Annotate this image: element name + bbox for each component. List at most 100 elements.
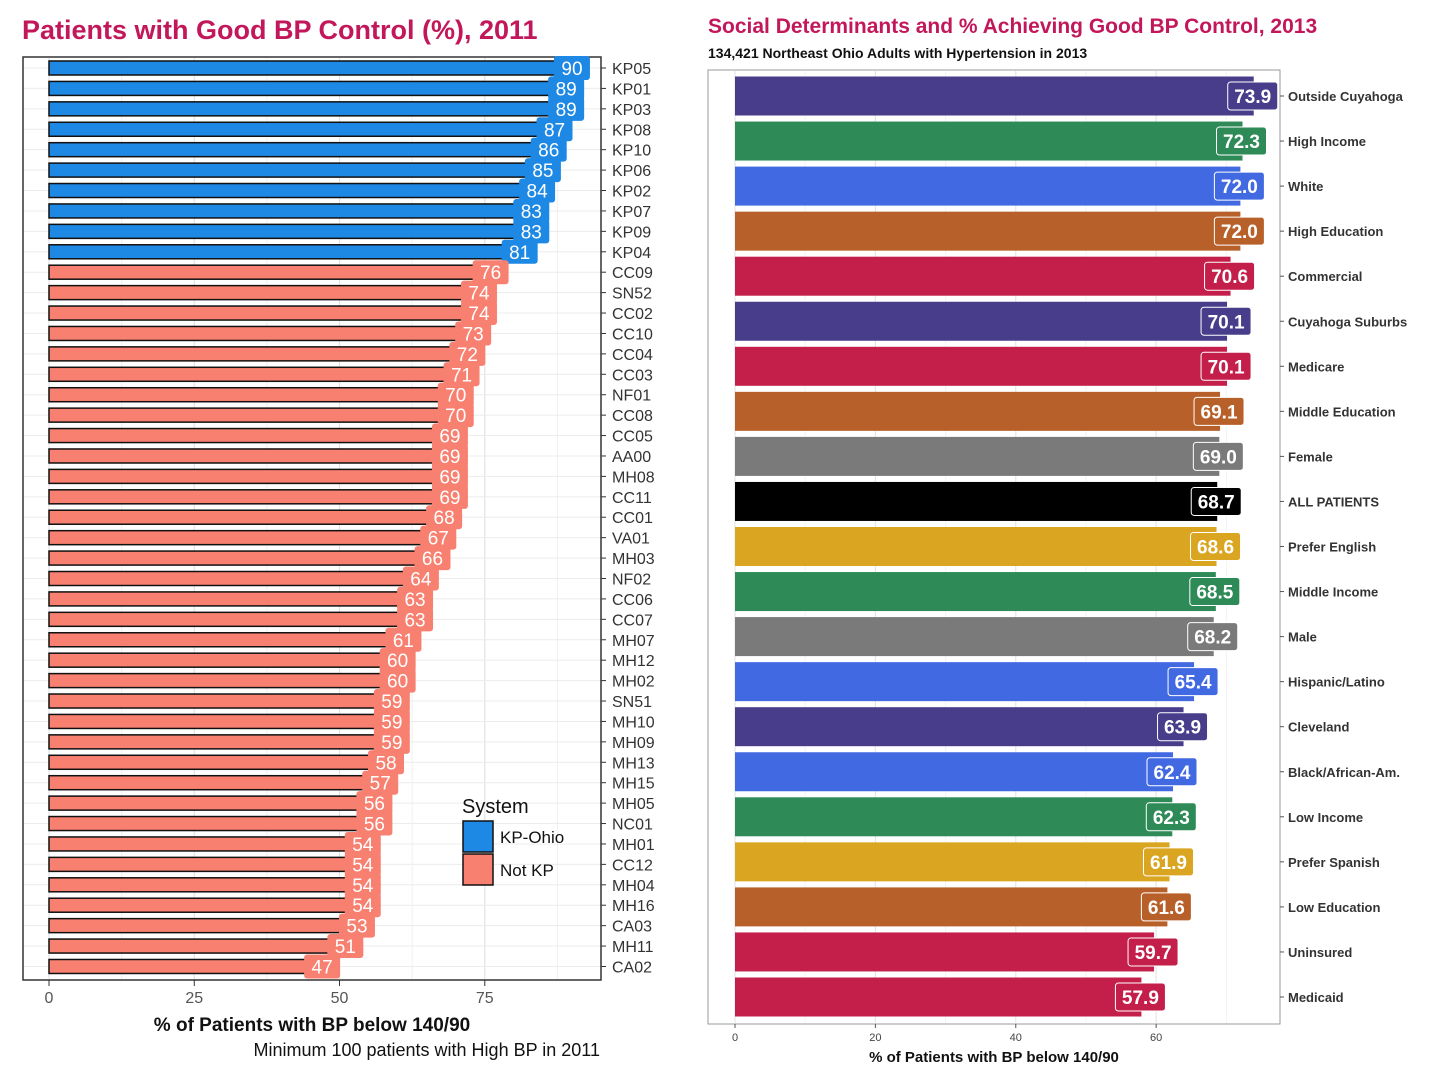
category-label-high-education: High Education	[1288, 224, 1383, 239]
category-label-mh10: MH10	[612, 714, 655, 731]
data-label-text: 72	[457, 345, 478, 366]
data-label-box	[431, 464, 468, 489]
data-label-mh02: 60	[379, 668, 416, 693]
data-label-kp02: 84	[519, 178, 556, 203]
bar-mh04	[48, 877, 364, 893]
data-label-box	[1142, 847, 1194, 877]
data-label-text: 70	[445, 386, 466, 407]
data-label-box	[362, 770, 399, 795]
bar-mh03	[48, 550, 434, 566]
data-label-kp10: 86	[530, 137, 567, 162]
data-label-text: 59	[381, 692, 402, 713]
chart-right-x-axis-label: % of Patients with BP below 140/90	[869, 1049, 1119, 1066]
data-label-text: 74	[468, 284, 490, 305]
bar-kp08	[48, 121, 556, 138]
data-label-text: 56	[364, 794, 385, 815]
bar-cc09	[48, 264, 492, 280]
data-label-box	[1193, 396, 1245, 426]
category-label-mh08: MH08	[612, 469, 655, 486]
chart-right-category-labels: Outside Cuyahoga High Income White High Edu…	[1280, 89, 1407, 1005]
category-label-low-education: Low Education	[1288, 900, 1381, 915]
data-label-va01: 67	[420, 525, 457, 550]
data-label-text: 70.1	[1208, 312, 1245, 333]
data-label-box	[327, 934, 364, 959]
category-label-cc02: CC02	[612, 306, 653, 323]
data-label-cc09: 76	[472, 260, 509, 285]
data-label-box	[1192, 441, 1244, 471]
data-label-text: 87	[544, 120, 565, 141]
bar-cc10	[48, 325, 474, 342]
data-label-text: 85	[532, 161, 553, 182]
data-label-box	[431, 443, 468, 468]
data-label-text: 61	[393, 631, 414, 652]
data-label-box	[1200, 306, 1252, 336]
data-label-mh08: 69	[431, 464, 468, 489]
data-label-cc03: 71	[443, 362, 480, 387]
bar-kp02	[48, 182, 538, 199]
data-label-box	[472, 260, 509, 285]
data-label-text: 60	[387, 672, 408, 693]
data-label-text: 51	[335, 937, 356, 958]
category-label-sn52: SN52	[612, 286, 652, 303]
data-label-middle-income: 68.5	[1189, 577, 1241, 607]
data-label-text: 83	[521, 202, 542, 223]
bar-prefer-english	[735, 527, 1217, 566]
data-label-prefer-english: 68.6	[1190, 532, 1242, 561]
x-tick-label: 0	[732, 1032, 738, 1044]
bar-mh12	[48, 652, 399, 668]
bar-nc01	[48, 815, 376, 832]
category-label-cleveland: Cleveland	[1288, 720, 1349, 735]
bar-mh01	[48, 836, 364, 852]
category-label-cc10: CC10	[612, 326, 653, 343]
data-label-box	[1190, 486, 1242, 516]
data-label-text: 61.6	[1148, 898, 1185, 919]
data-label-kp08: 87	[536, 117, 573, 142]
category-label-sn51: SN51	[612, 694, 652, 711]
bar-mh13	[48, 754, 387, 771]
data-label-text: 65.4	[1175, 673, 1212, 694]
data-label-text: 89	[556, 100, 577, 121]
bar-nf02	[48, 570, 422, 587]
category-label-middle-education: Middle Education	[1288, 404, 1396, 419]
data-label-low-education: 61.6	[1140, 892, 1192, 922]
data-label-box	[437, 403, 474, 428]
bar-mh16	[48, 897, 364, 913]
bar-kp06	[48, 162, 544, 178]
data-label-kp09: 83	[513, 219, 550, 244]
data-label-box	[460, 301, 497, 326]
legend-label-not-kp: Not KP	[500, 861, 554, 880]
category-label-mh03: MH03	[612, 551, 655, 568]
data-label-kp01: 89	[548, 76, 585, 101]
bar-mh07	[48, 632, 405, 648]
data-label-box	[501, 239, 538, 264]
data-label-text: 68.2	[1194, 628, 1231, 649]
data-label-text: 67	[428, 529, 449, 550]
data-label-text: 68.6	[1197, 538, 1234, 559]
data-label-text: 59	[381, 733, 402, 754]
bar-kp03	[48, 101, 567, 117]
data-label-black-african-am: 62.4	[1146, 757, 1198, 787]
data-label-text: 59	[381, 712, 402, 733]
data-label-outside-cuyahoga: 73.9	[1227, 81, 1279, 111]
legend-title: System	[462, 796, 529, 818]
data-label-cc06: 63	[397, 586, 434, 611]
chart-left-title: Patients with Good BP Control (%), 2011	[22, 15, 538, 45]
data-label-cc08: 70	[437, 403, 474, 428]
data-label-text: 56	[364, 815, 385, 836]
category-label-uninsured: Uninsured	[1288, 945, 1352, 960]
category-label-cc12: CC12	[612, 857, 653, 874]
data-label-box	[524, 158, 561, 183]
chart-left-x-ticks: 0 25 50 75	[45, 980, 494, 1007]
category-label-ca03: CA03	[612, 919, 652, 936]
data-label-box	[373, 689, 410, 714]
category-label-prefer-spanish: Prefer Spanish	[1288, 855, 1380, 870]
chart-left-x-axis-label: % of Patients with BP below 140/90	[154, 1015, 470, 1036]
data-label-mh12: 60	[379, 648, 416, 673]
data-label-text: 62.3	[1153, 808, 1190, 829]
bar-black-african-am	[735, 752, 1174, 792]
category-label-cc03: CC03	[612, 367, 653, 384]
data-label-box	[1227, 81, 1279, 111]
bar-cc12	[48, 856, 364, 873]
data-label-text: 59.7	[1135, 943, 1172, 964]
bar-ca02	[48, 958, 323, 975]
